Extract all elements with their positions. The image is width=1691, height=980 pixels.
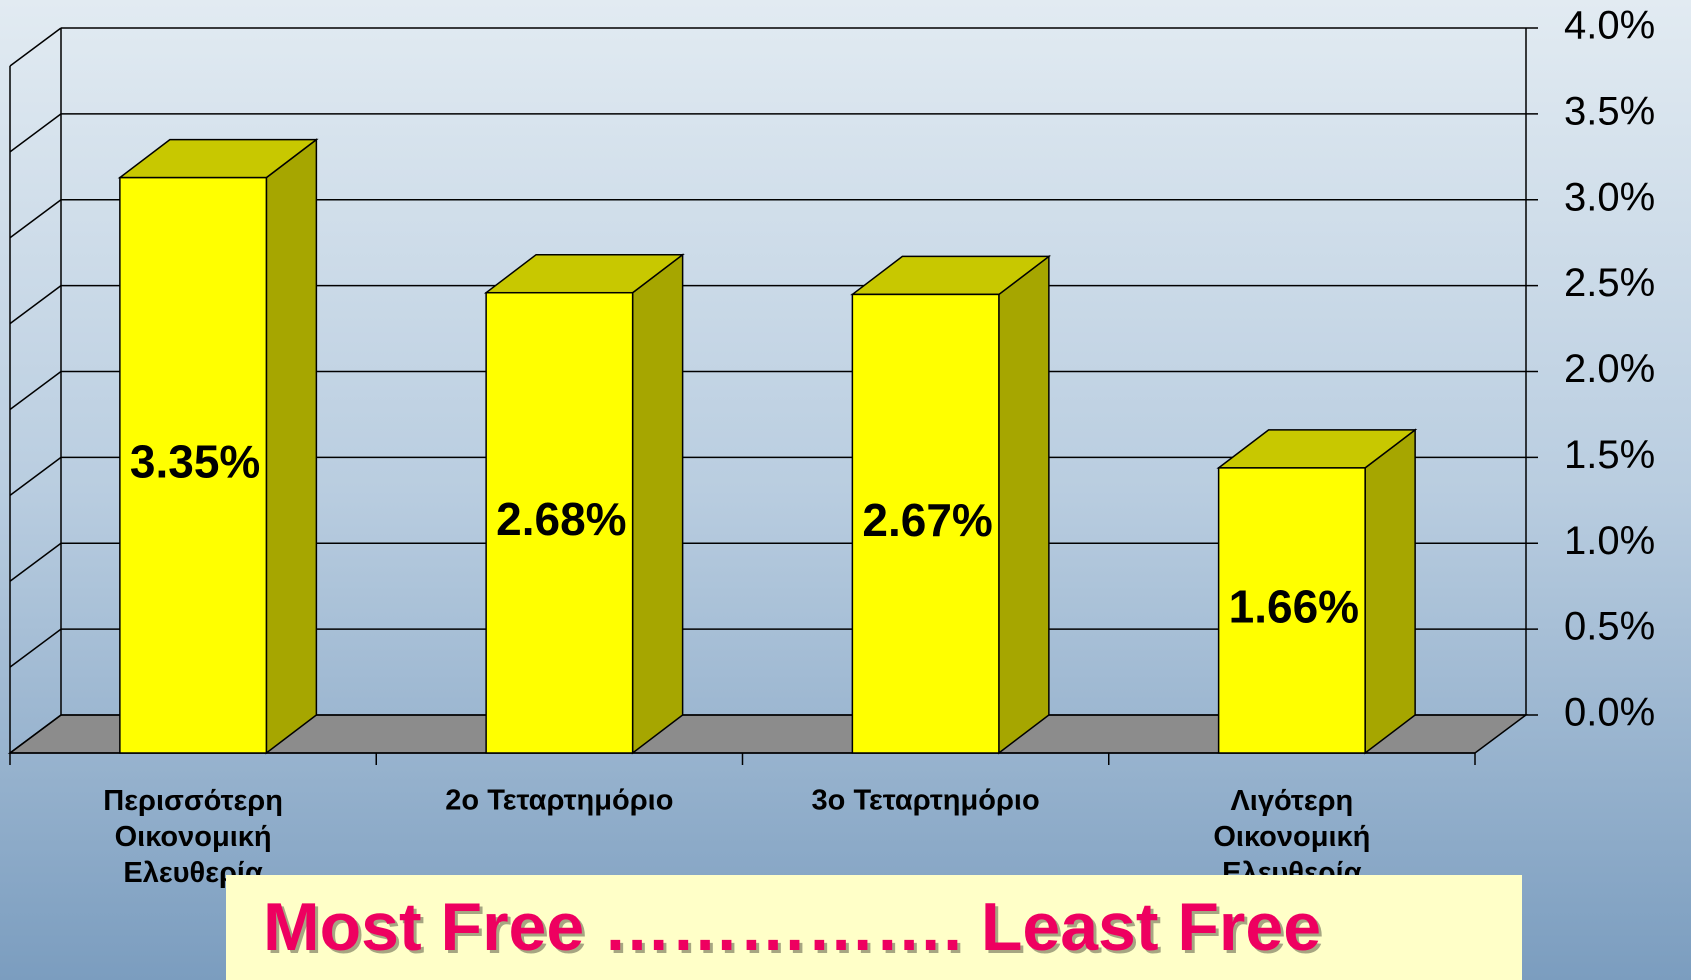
- x-tick-label-line: Οικονομική: [1213, 821, 1370, 853]
- x-tick-label: Λιγότερη Οικονομική Ελευθερία: [1213, 785, 1370, 889]
- grid-line-side: [9, 714, 62, 754]
- y-tick-label: 3.0%: [1564, 175, 1655, 219]
- grid-line-side: [9, 199, 62, 239]
- bar-side: [998, 254, 1050, 755]
- y-tick-label: 3.5%: [1564, 89, 1655, 133]
- value-label: 1.66%: [1229, 581, 1359, 633]
- x-tick-label-line: Περισσότερη: [103, 785, 283, 817]
- y-tick-label: 1.0%: [1564, 519, 1655, 563]
- grid-line-side: [9, 27, 62, 67]
- grid-line-side: [9, 370, 62, 411]
- grid-line-side: [9, 285, 62, 325]
- value-label: 2.68%: [496, 493, 626, 545]
- y-tick-label: 0.0%: [1564, 691, 1655, 735]
- bar: [119, 176, 268, 754]
- grid-line-side: [9, 542, 62, 582]
- bar-side: [631, 253, 684, 755]
- x-tick-label-line: Οικονομική: [115, 821, 272, 853]
- bar: [1217, 467, 1366, 754]
- grid-line-side: [9, 628, 62, 668]
- x-tick-label: 2ο Τεταρτημόριο: [445, 785, 673, 817]
- bar-side: [1364, 428, 1416, 755]
- y-tick-label: 0.5%: [1564, 605, 1655, 649]
- grid-line-side: [9, 113, 62, 153]
- value-label: 3.35%: [130, 435, 260, 487]
- y-tick-label: 4.0%: [1564, 4, 1655, 48]
- y-tick-label: 2.0%: [1564, 347, 1655, 391]
- bar-side: [265, 138, 318, 755]
- annotation-shadow: Most Free ……………. Least Free: [266, 892, 1324, 968]
- bar: [851, 293, 1000, 754]
- y-tick-label: 2.5%: [1564, 261, 1655, 305]
- x-tick-label: 3ο Τεταρτημόριο: [812, 785, 1040, 817]
- bar: [485, 291, 634, 754]
- x-tick-label-line: Λιγότερη: [1230, 785, 1353, 817]
- value-label: 2.67%: [862, 494, 992, 546]
- x-tick-label: Περισσότερη Οικονομική Ελευθερία: [103, 785, 283, 889]
- annotation-box: [226, 875, 1522, 980]
- grid-line-side: [9, 456, 62, 496]
- y-tick-label: 1.5%: [1564, 433, 1655, 477]
- annotation: Most Free ……………. Least Free: [263, 889, 1321, 965]
